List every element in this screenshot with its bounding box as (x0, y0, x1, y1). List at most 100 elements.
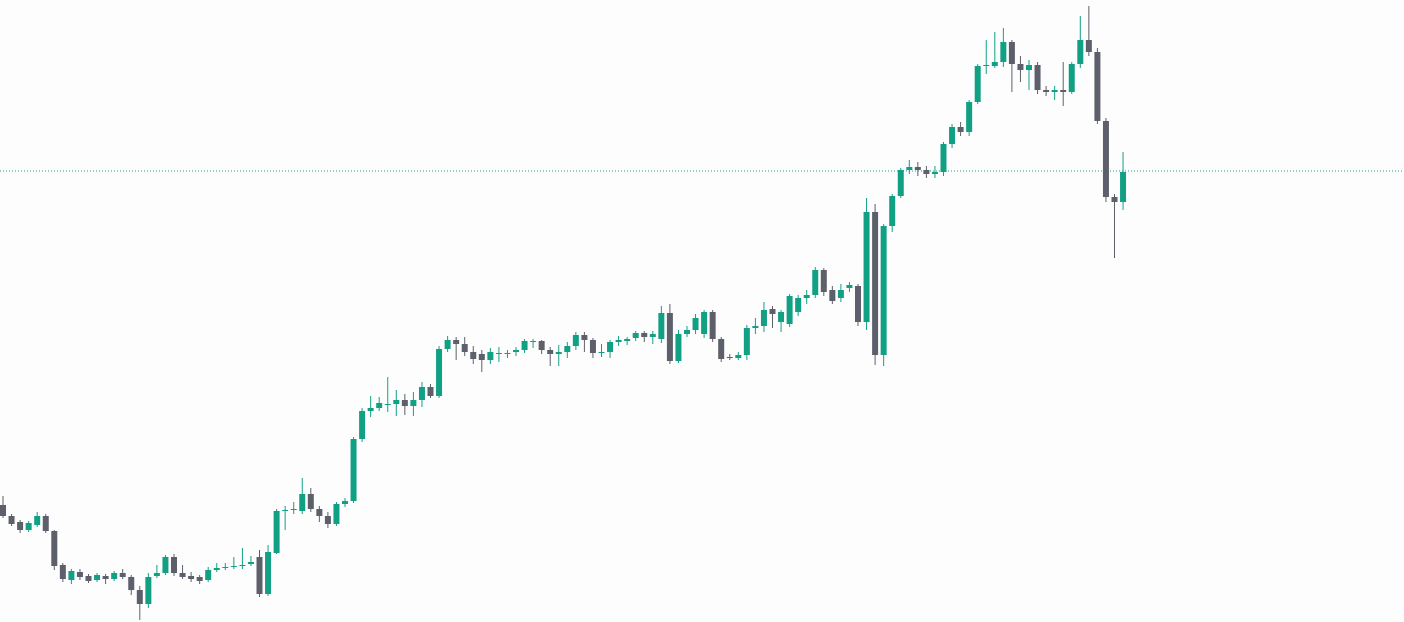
candle-body (34, 516, 41, 525)
candle-body (307, 494, 314, 509)
candle-body (820, 270, 827, 292)
candle-body (470, 352, 477, 359)
candle-body (572, 335, 579, 346)
candle-body (641, 333, 648, 337)
candle-body (607, 342, 614, 352)
candle-body (1000, 42, 1007, 62)
candle-body (624, 339, 631, 341)
candle-body (760, 310, 767, 326)
candle-body (427, 387, 434, 396)
candle-body (906, 167, 913, 170)
candle-body (342, 501, 348, 504)
candle-body (581, 335, 588, 340)
candle-body (51, 531, 58, 566)
candle-body (1043, 90, 1050, 92)
candle-body (76, 572, 83, 577)
candle-body (521, 341, 528, 350)
candle-body (786, 296, 793, 324)
candle-body (367, 408, 374, 411)
candle-body (872, 212, 879, 355)
candle-body (923, 170, 930, 174)
candle-body (359, 411, 366, 439)
candle-body (837, 290, 844, 298)
candle-body (743, 328, 750, 355)
candle-body (564, 346, 571, 352)
candle-body (949, 127, 956, 144)
candle-body (68, 571, 75, 580)
candle-body (136, 590, 143, 604)
candle-body (94, 575, 101, 580)
candle-body (273, 511, 280, 553)
candle-body (196, 577, 203, 581)
candle-body (487, 352, 494, 360)
candle-body (692, 318, 699, 330)
candle-body (119, 573, 126, 577)
candle-body (1026, 65, 1032, 70)
candle-body (162, 557, 169, 573)
candle-body (684, 330, 690, 334)
candle-body (632, 333, 639, 338)
candle-body (589, 340, 596, 353)
candle-body (726, 357, 733, 358)
candle-body (931, 172, 938, 174)
candle-body (436, 349, 443, 396)
candle-body (1008, 42, 1015, 64)
candle-body (778, 312, 785, 322)
candle-body (940, 144, 947, 172)
candle-body (1094, 52, 1101, 121)
candle-body (769, 309, 776, 314)
candle-body (256, 557, 263, 594)
candle-body (795, 298, 802, 312)
candle-body (102, 576, 109, 579)
candle-body (718, 339, 725, 359)
candle-body (812, 270, 819, 295)
candle-body (735, 355, 742, 358)
candle-body (974, 66, 981, 102)
candle-body (324, 516, 331, 524)
candle-body (966, 102, 973, 132)
candle-body (384, 404, 391, 405)
candle-body (1085, 40, 1092, 52)
candle-body (8, 516, 15, 524)
candle-body (444, 340, 451, 349)
candle-body (401, 400, 408, 406)
candle-body (188, 576, 195, 579)
candle-body (333, 504, 340, 524)
candle-body (0, 505, 6, 516)
candle-body (410, 400, 417, 406)
candle-body (983, 65, 990, 66)
candle-body (25, 523, 32, 530)
candle-body (282, 510, 289, 511)
candle-body (1017, 64, 1024, 70)
candle-body (453, 340, 460, 344)
candle-body (393, 400, 400, 404)
candle-body (863, 212, 870, 322)
candle-body (205, 570, 212, 580)
candle-body (461, 344, 468, 352)
candle-body (1120, 172, 1127, 202)
candle-body (615, 340, 622, 342)
candle-body (230, 566, 237, 567)
candle-body (530, 341, 537, 342)
candle-body (658, 313, 665, 339)
candle-body (85, 576, 92, 581)
candle-body (376, 403, 383, 408)
candle-body (265, 552, 272, 594)
candle-body (1111, 197, 1118, 202)
candle-body (855, 286, 861, 322)
candle-body (914, 167, 921, 170)
candle-body (17, 522, 24, 530)
candle-body (222, 567, 229, 568)
candle-body (1060, 90, 1067, 92)
candle-body (239, 565, 246, 566)
candle-body (513, 350, 519, 352)
candle-body (478, 354, 485, 360)
candle-body (803, 295, 810, 298)
candle-body (547, 350, 554, 354)
candle-body (504, 353, 511, 354)
candle-body (247, 562, 254, 564)
candle-body (1102, 121, 1109, 197)
candle-body (897, 170, 904, 196)
